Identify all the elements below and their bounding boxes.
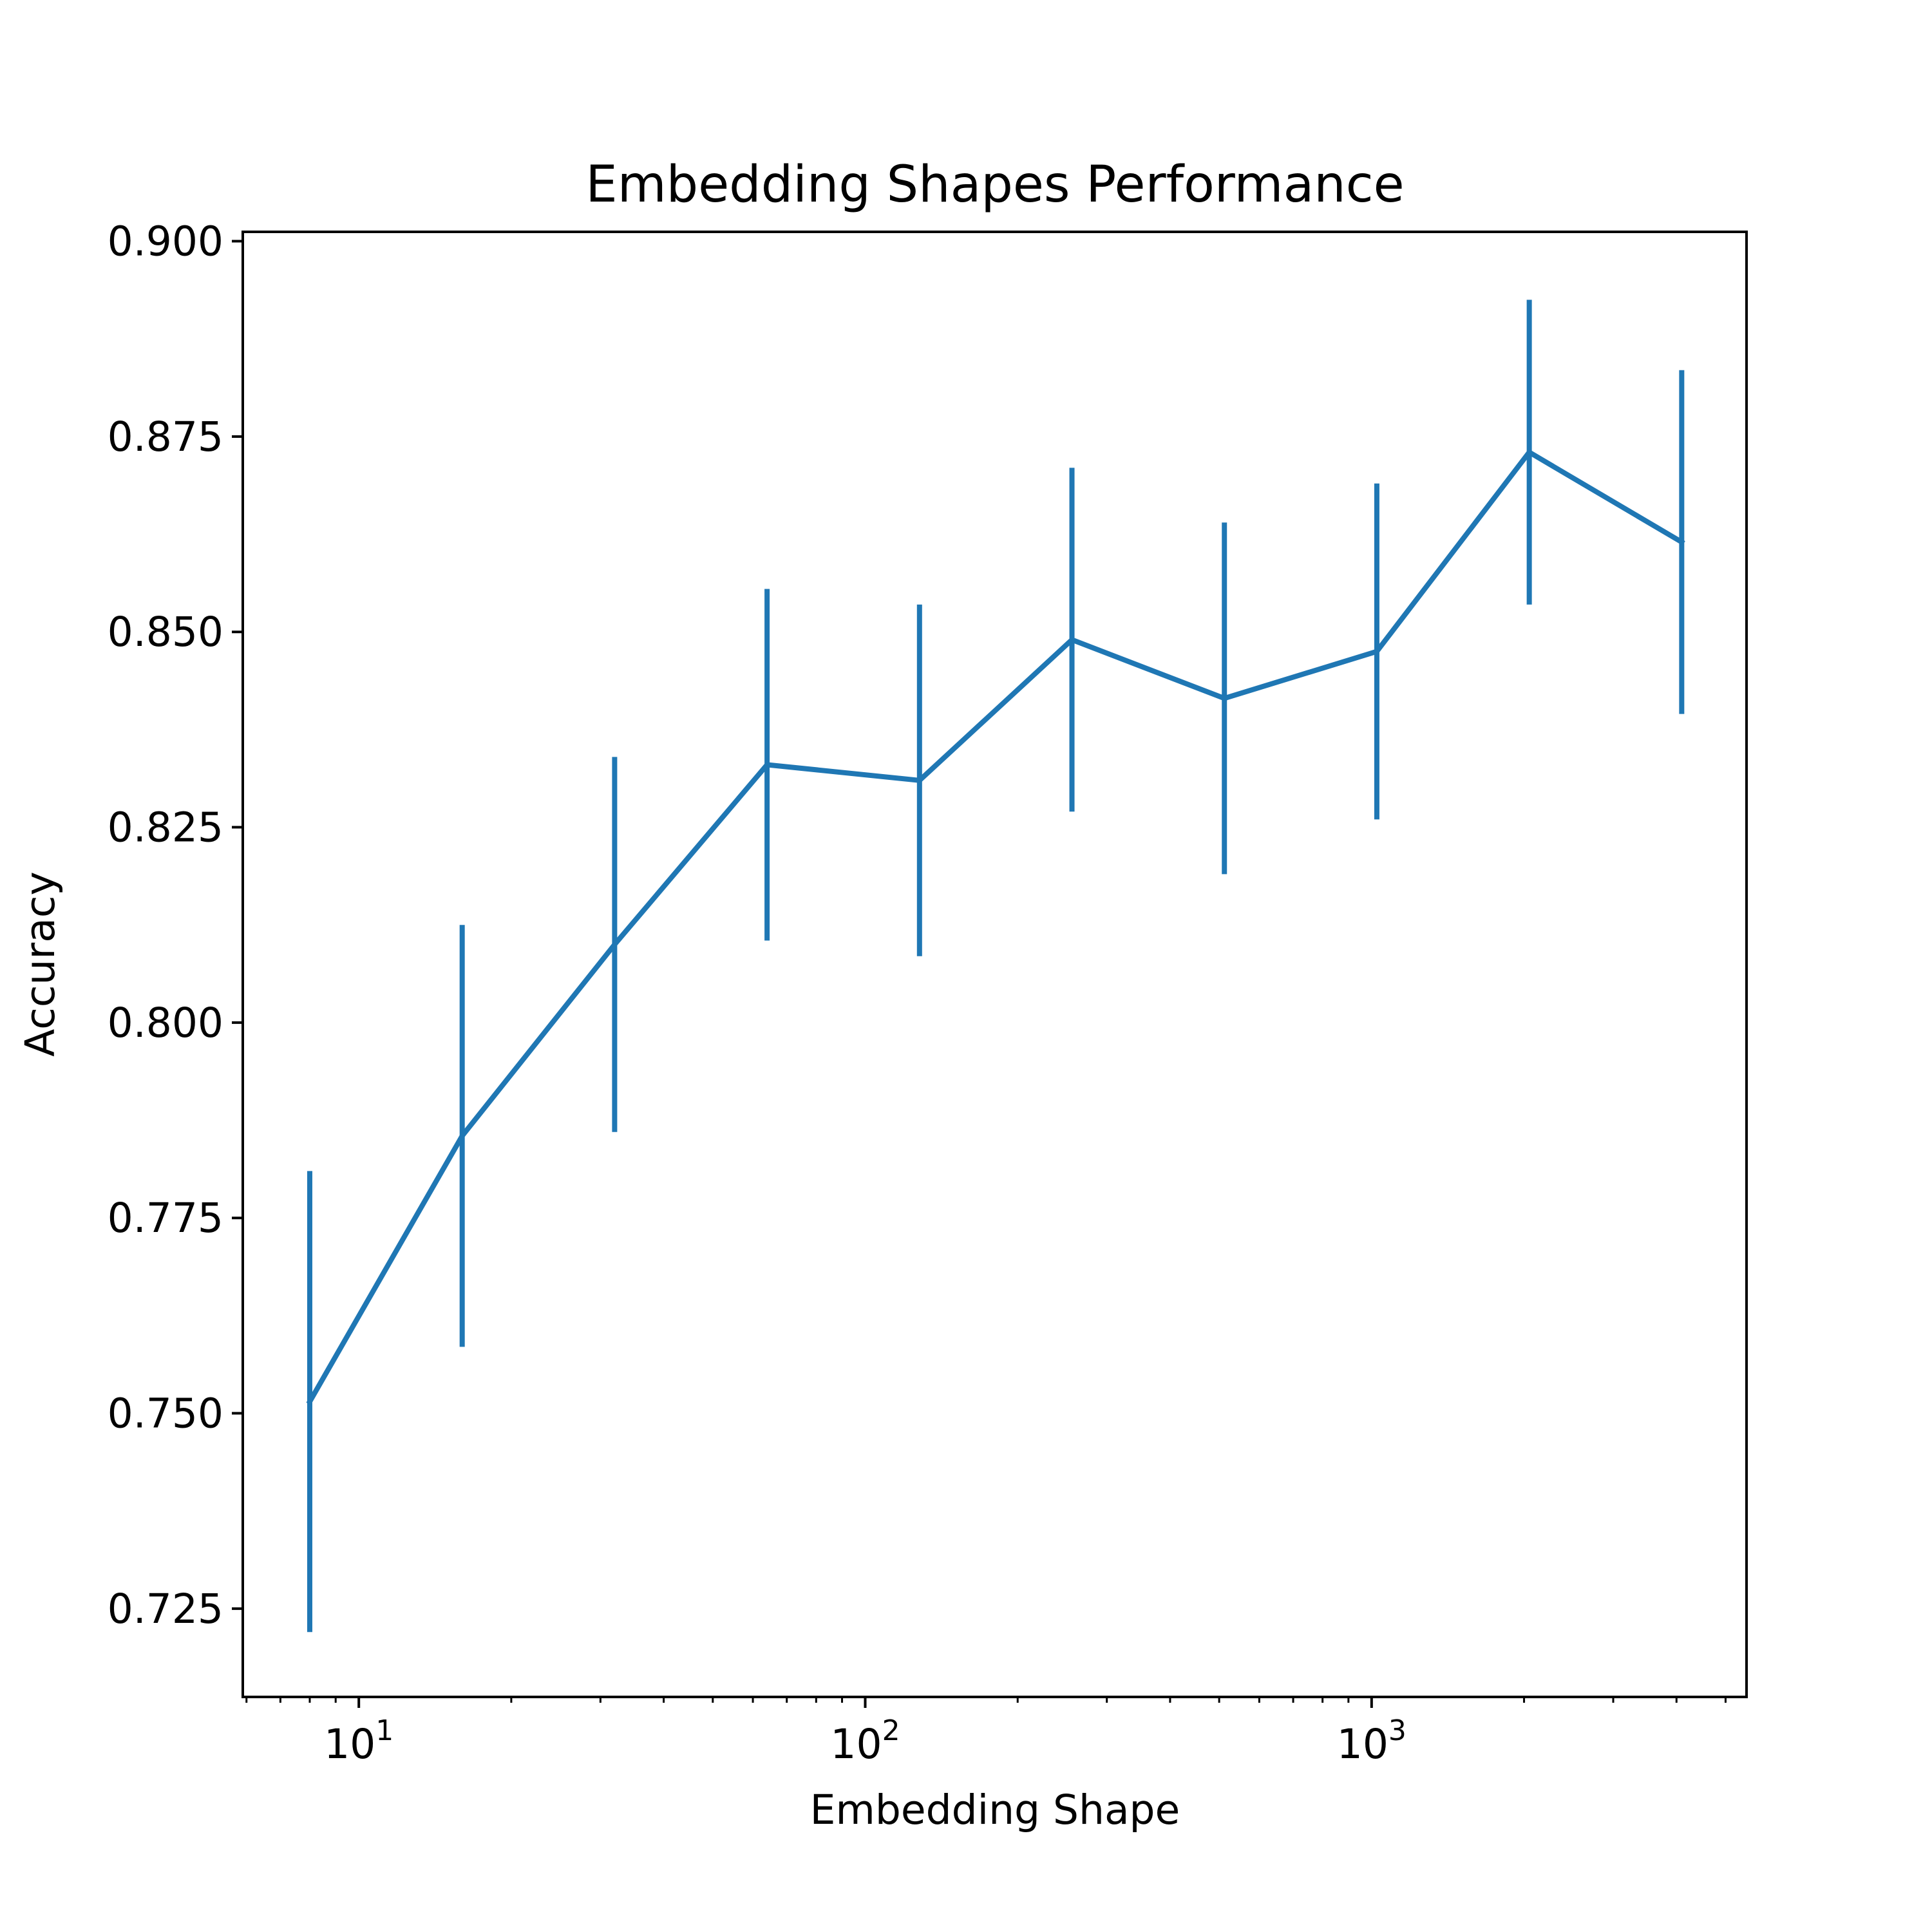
y-tick-label: 0.750: [108, 1390, 223, 1437]
y-tick-label: 0.850: [108, 609, 223, 656]
axes-frame: [242, 231, 1748, 1698]
x-axis-label: Embedding Shape: [810, 1786, 1180, 1833]
y-tick-label: 0.775: [108, 1195, 223, 1242]
y-axis: 0.725 0.750 0.775 0.800 0.825 0.850 0.875 0.900: [108, 218, 243, 1633]
y-tick-label: 0.800: [108, 999, 223, 1046]
plot-area: [306, 299, 1685, 1633]
y-tick-label: 0.725: [108, 1586, 223, 1633]
y-tick-label: 0.875: [108, 413, 223, 460]
x-tick-label: 101: [324, 1714, 393, 1768]
chart-title: Embedding Shapes Performance: [585, 156, 1404, 214]
y-axis-label: Accuracy: [17, 871, 64, 1057]
y-tick-label: 0.825: [108, 804, 223, 851]
y-tick-label: 0.900: [108, 218, 223, 265]
x-tick-label: 102: [830, 1714, 900, 1768]
x-axis: 101 102 103: [245, 1697, 1727, 1768]
x-tick-label: 103: [1337, 1714, 1406, 1768]
series-line: [306, 450, 1685, 1405]
